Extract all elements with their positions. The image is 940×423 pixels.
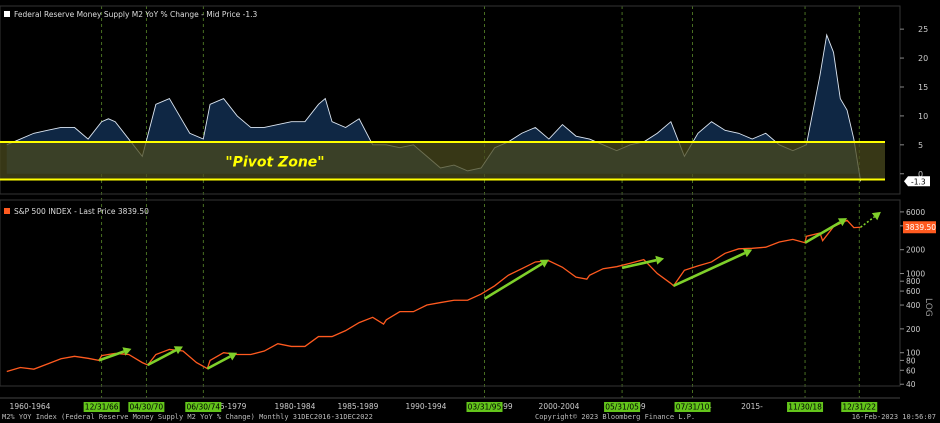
sp500-y-tick-label: 40 xyxy=(906,380,916,389)
pivot-date-tag-label: 12/31/66 xyxy=(85,403,119,412)
sp500-panel: S&P 500 INDEX - Last Price 3839.50 40608… xyxy=(0,199,936,389)
sp500-y-tick-label: 100 xyxy=(906,349,921,358)
sp500-y-tick-label: 200 xyxy=(906,325,921,334)
sp500-legend-swatch xyxy=(4,208,10,214)
rally-arrow-shaft xyxy=(483,262,543,300)
sp500-y-tick-label: 2000 xyxy=(906,246,925,255)
log-scale-label: LOG xyxy=(923,298,933,317)
sp500-y-tick-label: 6000 xyxy=(906,208,925,217)
m2-y-tick-label: 20 xyxy=(918,54,928,63)
pivot-date-tag xyxy=(128,402,165,412)
sp500-y-tick-label: 80 xyxy=(906,356,916,365)
m2-y-axis: 0 5 10 15 20 25 -1.3 xyxy=(900,25,930,187)
m2-y-tick-label: 0 xyxy=(918,170,923,179)
sp500-current-value-label: 3839.50 xyxy=(905,223,936,232)
rally-arrows xyxy=(98,211,881,370)
rally-arrow-shaft xyxy=(147,349,177,367)
pivot-date-tag-label: 12/31/22 xyxy=(842,403,876,412)
rally-arrow-head xyxy=(173,346,183,355)
pivot-date-tag-label: 03/31/95 xyxy=(468,403,502,412)
x-axis-range-label: 2000-2004 xyxy=(539,402,580,411)
pivot-date-tag-label: 05/31/05 xyxy=(605,403,639,412)
pivot-date-tag xyxy=(674,402,711,412)
m2-legend-swatch xyxy=(4,11,10,17)
x-axis: 1960-19645970-11975-19791980-19841985-19… xyxy=(0,397,900,412)
x-axis-range-label: 1960-1964 xyxy=(10,402,51,411)
pivot-zone: "Pivot Zone" xyxy=(0,140,885,181)
pivot-date-tag xyxy=(841,402,878,412)
m2-y-tick-label: 25 xyxy=(918,25,928,34)
m2-legend-label: Federal Reserve Money Supply M2 YoY % Ch… xyxy=(14,10,257,19)
sp500-y-tick-label: 400 xyxy=(906,301,921,310)
rally-arrow-shaft xyxy=(206,355,231,370)
sp500-line xyxy=(6,219,861,373)
pivot-date-tag xyxy=(466,402,503,412)
x-axis-range-label: 1980-1984 xyxy=(275,402,316,411)
sp500-y-tick-label: 600 xyxy=(906,287,921,296)
m2-current-value-label: -1.3 xyxy=(911,177,926,186)
footer-timestamp: 16-Feb-2023 10:56:07 xyxy=(852,413,936,421)
rally-arrow-shaft xyxy=(98,350,125,362)
pivot-date-tag xyxy=(787,402,824,412)
m2-panel: "Pivot Zone" Federal Reserve Money Suppl… xyxy=(0,5,930,195)
rally-arrow-shaft xyxy=(804,221,841,244)
rally-arrow-shaft xyxy=(621,258,657,270)
pivot-date-tag-label: 11/30/18 xyxy=(788,403,822,412)
pivot-zone-fill xyxy=(0,141,885,180)
rally-arrow-head xyxy=(743,248,753,258)
m2-y-tick-label: 5 xyxy=(918,141,923,150)
m2-y-tick-label: 10 xyxy=(918,112,928,121)
rally-arrow-head xyxy=(837,218,848,227)
sp500-y-tick-label: 1000 xyxy=(906,270,925,279)
sp500-legend-label: S&P 500 INDEX - Last Price 3839.50 xyxy=(14,207,149,216)
rally-arrow-head xyxy=(227,352,238,361)
footer-copyright: Copyright© 2023 Bloomberg Finance L.P. xyxy=(535,413,695,421)
pivot-date-tag-label: 04/30/70 xyxy=(130,403,164,412)
pivot-date-tag xyxy=(604,402,641,412)
footer-series-description: M2% YOY Index (Federal Reserve Money Sup… xyxy=(2,413,373,421)
sp500-current-value-tag xyxy=(903,221,936,234)
x-axis-range-label: 2015- xyxy=(741,402,763,411)
m2-y-tick-label: 15 xyxy=(918,83,928,92)
m2-current-value-tag xyxy=(904,176,930,187)
sp500-line-series xyxy=(6,219,861,373)
x-axis-range-label: 1990-1994 xyxy=(406,402,447,411)
sp500-y-tick-label: 800 xyxy=(906,277,921,286)
pivot-date-tag-label: 06/30/74 xyxy=(186,403,220,412)
x-axis-range-label: 1985-1989 xyxy=(338,402,379,411)
sp500-y-tick-label: 60 xyxy=(906,366,916,375)
sp500-panel-frame xyxy=(0,199,901,387)
rally-arrow-head xyxy=(122,347,132,356)
rally-arrow-head xyxy=(655,255,665,265)
vertical-guides xyxy=(101,6,860,398)
rally-arrow-shaft xyxy=(673,251,746,287)
pivot-date-tag-label: 07/31/10 xyxy=(676,403,710,412)
rally-arrow-shaft xyxy=(860,216,876,228)
pivot-date-tag xyxy=(83,402,120,412)
sp500-y-axis: 4060801002004006008001000200040006000383… xyxy=(900,208,936,389)
pivot-date-tag xyxy=(185,402,222,412)
rally-arrow-head xyxy=(539,259,549,268)
m2-panel-frame xyxy=(0,5,901,195)
x-axis-range-label: 1975-1979 xyxy=(206,402,247,411)
pivot-zone-label: "Pivot Zone" xyxy=(225,155,324,171)
rally-arrow-head xyxy=(871,211,881,221)
